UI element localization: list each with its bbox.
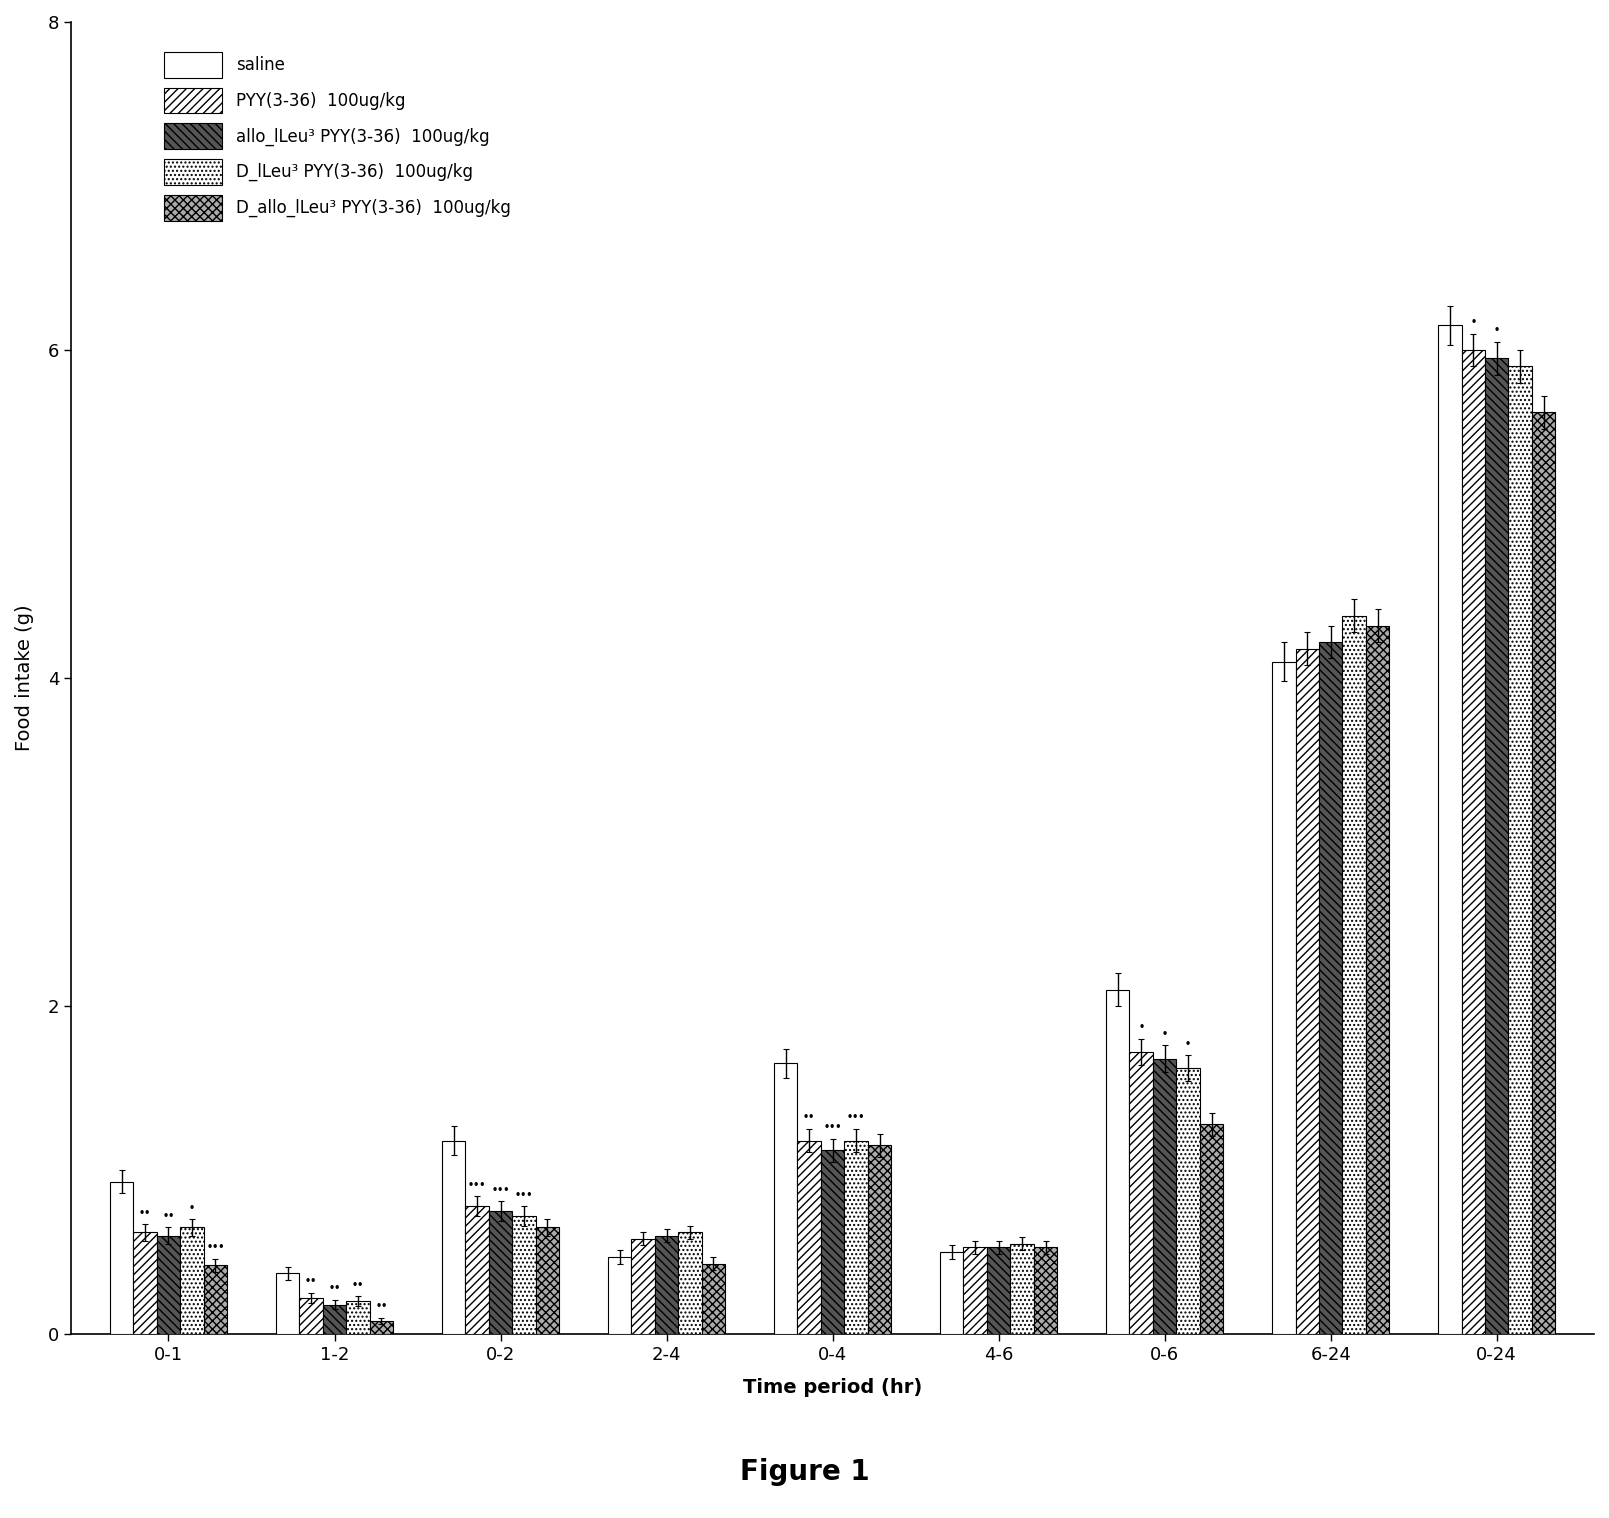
Text: ••: •• (352, 1280, 364, 1290)
Text: •: • (1186, 1038, 1191, 1049)
Bar (536, 1228, 560, 1334)
Bar (798, 1140, 821, 1334)
Bar (512, 1216, 536, 1334)
Bar (986, 1248, 1010, 1334)
Text: Figure 1: Figure 1 (740, 1459, 869, 1486)
Text: •: • (1138, 1022, 1144, 1032)
Text: •: • (188, 1202, 195, 1213)
Bar (774, 1064, 798, 1334)
Bar (1010, 1243, 1035, 1334)
Bar (1200, 1125, 1223, 1334)
Text: ••: •• (163, 1211, 175, 1220)
Bar (109, 1181, 134, 1334)
Legend: saline, PYY(3-36)  100ug/kg, allo_lLeu³ PYY(3-36)  100ug/kg, D_lLeu³ PYY(3-36)  : saline, PYY(3-36) 100ug/kg, allo_lLeu³ P… (156, 44, 518, 229)
Text: ••: •• (803, 1113, 816, 1122)
Text: •••: ••• (515, 1190, 533, 1199)
Bar (1176, 1069, 1200, 1334)
Text: •••: ••• (846, 1113, 866, 1122)
Bar (1130, 1052, 1154, 1334)
Bar (1438, 325, 1461, 1334)
Bar (608, 1257, 631, 1334)
Bar (204, 1264, 227, 1334)
Bar (867, 1146, 891, 1334)
Bar (180, 1228, 204, 1334)
Y-axis label: Food intake (g): Food intake (g) (14, 604, 34, 751)
Bar (940, 1252, 964, 1334)
Text: ••: •• (328, 1283, 341, 1293)
Bar (156, 1236, 180, 1334)
Bar (465, 1207, 489, 1334)
Bar (1366, 625, 1389, 1334)
Bar (299, 1298, 323, 1334)
Text: ••: •• (375, 1301, 388, 1312)
Bar (655, 1236, 679, 1334)
Bar (1295, 648, 1319, 1334)
Bar (346, 1301, 370, 1334)
X-axis label: Time period (hr): Time period (hr) (743, 1378, 922, 1397)
Bar (631, 1239, 655, 1334)
Text: •••: ••• (824, 1122, 842, 1132)
Bar (1532, 413, 1556, 1334)
Bar (1509, 366, 1532, 1334)
Bar (489, 1211, 512, 1334)
Bar (1342, 616, 1366, 1334)
Bar (1035, 1248, 1057, 1334)
Bar (275, 1274, 299, 1334)
Text: •••: ••• (206, 1242, 225, 1252)
Text: ••: •• (138, 1208, 151, 1217)
Bar (1154, 1058, 1176, 1334)
Bar (134, 1233, 156, 1334)
Text: ••: •• (306, 1277, 317, 1286)
Text: •: • (1162, 1029, 1168, 1038)
Text: •••: ••• (491, 1184, 510, 1195)
Text: •••: ••• (468, 1179, 486, 1190)
Bar (323, 1304, 346, 1334)
Bar (1319, 642, 1342, 1334)
Bar (964, 1248, 986, 1334)
Bar (370, 1321, 393, 1334)
Bar (821, 1151, 845, 1334)
Text: •: • (1493, 325, 1500, 335)
Bar (679, 1233, 702, 1334)
Bar (442, 1140, 465, 1334)
Text: •: • (1471, 317, 1477, 326)
Bar (1273, 662, 1295, 1334)
Bar (1485, 358, 1509, 1334)
Bar (1461, 351, 1485, 1334)
Bar (702, 1263, 726, 1334)
Bar (1105, 990, 1130, 1334)
Bar (845, 1140, 867, 1334)
